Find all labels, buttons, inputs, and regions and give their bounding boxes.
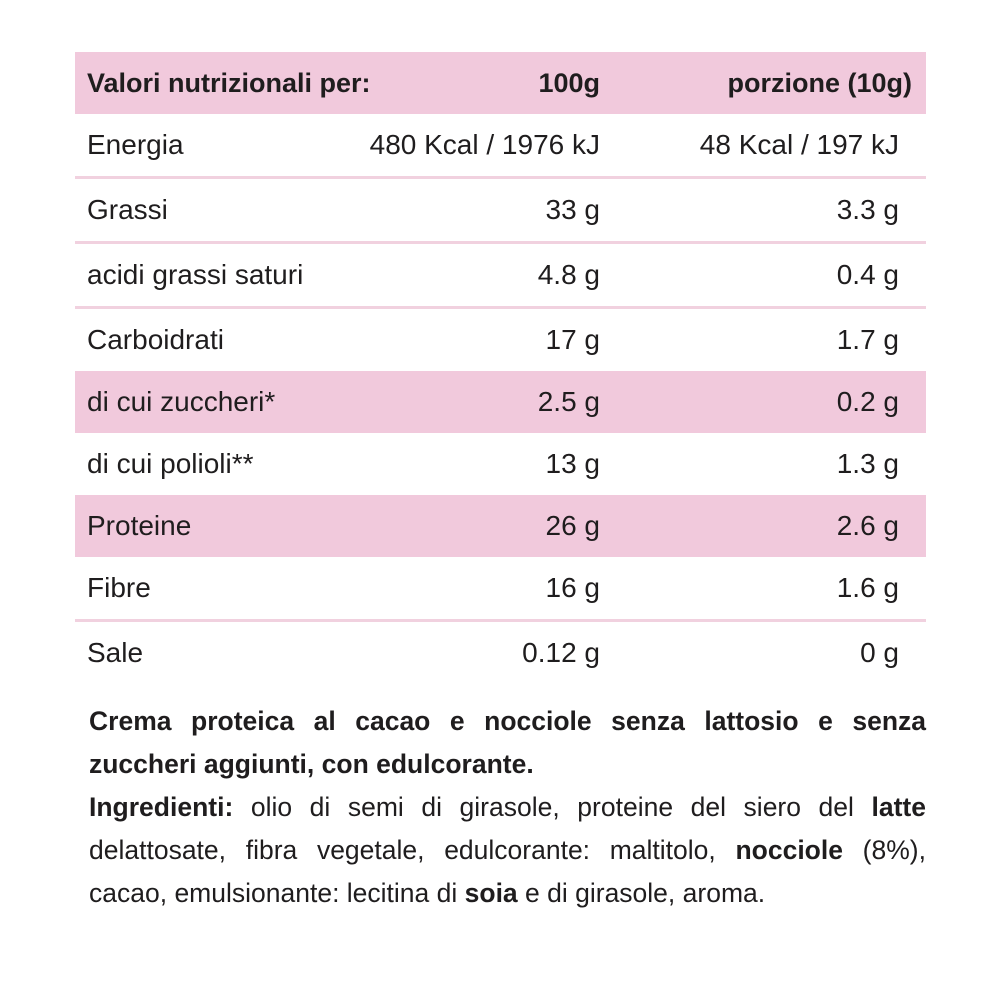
allergen-soia: soia: [464, 878, 518, 908]
row-value-100g: 4.8 g: [537, 259, 600, 290]
ingredients-text: delattosate, fibra vegetale, edulcorante…: [89, 835, 736, 865]
ingredients-text: e di girasole, aroma.: [517, 878, 766, 908]
row-value-100g: 480 Kcal / 1976 kJ: [369, 129, 600, 160]
ingredients-text: (8%), cacao, emulsionante: lecitina di: [89, 835, 926, 908]
row-value-portion: 0.2 g: [836, 386, 899, 417]
table-row-sale: Sale 0.12 g 0 g: [75, 622, 926, 684]
row-value-portion: 2.6 g: [836, 510, 899, 541]
header-100g: 100g: [538, 67, 600, 98]
table-row-carboidrati: Carboidrati 17 g 1.7 g: [75, 309, 926, 371]
row-label: di cui zuccheri*: [87, 386, 276, 417]
row-value-100g: 13 g: [545, 448, 601, 479]
table-row-fibre: Fibre 16 g 1.6 g: [75, 557, 926, 619]
row-value-100g: 26 g: [545, 510, 601, 541]
row-value-100g: 16 g: [545, 572, 601, 603]
allergen-nocciole: nocciole: [735, 835, 843, 865]
table-row-zuccheri: di cui zuccheri* 2.5 g 0.2 g: [75, 371, 926, 433]
row-label: di cui polioli**: [87, 448, 254, 479]
row-divider: [75, 306, 926, 309]
row-label: acidi grassi saturi: [87, 259, 304, 290]
nutrition-table: Valori nutrizionali per: 100g porzione (…: [75, 52, 926, 684]
table-header: Valori nutrizionali per: 100g porzione (…: [75, 52, 926, 114]
table-row-grassi: Grassi 33 g 3.3 g: [75, 179, 926, 241]
row-label: Sale: [87, 637, 144, 668]
product-notes: Crema proteica al cacao e nocciole senza…: [89, 700, 926, 915]
row-value-portion: 1.7 g: [836, 324, 899, 355]
header-label: Valori nutrizionali per:: [87, 67, 371, 98]
row-value-portion: 48 Kcal / 197 kJ: [699, 129, 899, 160]
ingredients-list: Ingredienti: olio di semi di girasole, p…: [89, 786, 926, 915]
row-value-portion: 1.6 g: [836, 572, 899, 603]
table-row-energia: Energia 480 Kcal / 1976 kJ 48 Kcal / 197…: [75, 114, 926, 176]
row-value-portion: 0 g: [860, 637, 899, 668]
row-label: Energia: [87, 129, 184, 160]
row-value-100g: 33 g: [545, 194, 601, 225]
row-label: Fibre: [87, 572, 151, 603]
row-label: Proteine: [87, 510, 192, 541]
product-description: Crema proteica al cacao e nocciole senza…: [89, 706, 926, 779]
table-row-proteine: Proteine 26 g 2.6 g: [75, 495, 926, 557]
ingredients-text: olio di semi di girasole, proteine del s…: [233, 792, 872, 822]
row-divider: [75, 241, 926, 244]
row-divider: [75, 619, 926, 622]
row-value-100g: 0.12 g: [522, 637, 600, 668]
row-value-portion: 1.3 g: [836, 448, 899, 479]
row-value-100g: 17 g: [545, 324, 601, 355]
table-row-polioli: di cui polioli** 13 g 1.3 g: [75, 433, 926, 495]
row-label: Grassi: [87, 194, 168, 225]
row-divider: [75, 176, 926, 179]
allergen-latte: latte: [871, 792, 927, 822]
row-value-100g: 2.5 g: [537, 386, 600, 417]
ingredients-label: Ingredienti:: [89, 792, 234, 822]
row-label: Carboidrati: [87, 324, 224, 355]
row-value-portion: 3.3 g: [836, 194, 899, 225]
header-portion: porzione (10g): [727, 67, 912, 98]
table-row-acidi-grassi-saturi: acidi grassi saturi 4.8 g 0.4 g: [75, 244, 926, 306]
row-value-portion: 0.4 g: [836, 259, 899, 290]
